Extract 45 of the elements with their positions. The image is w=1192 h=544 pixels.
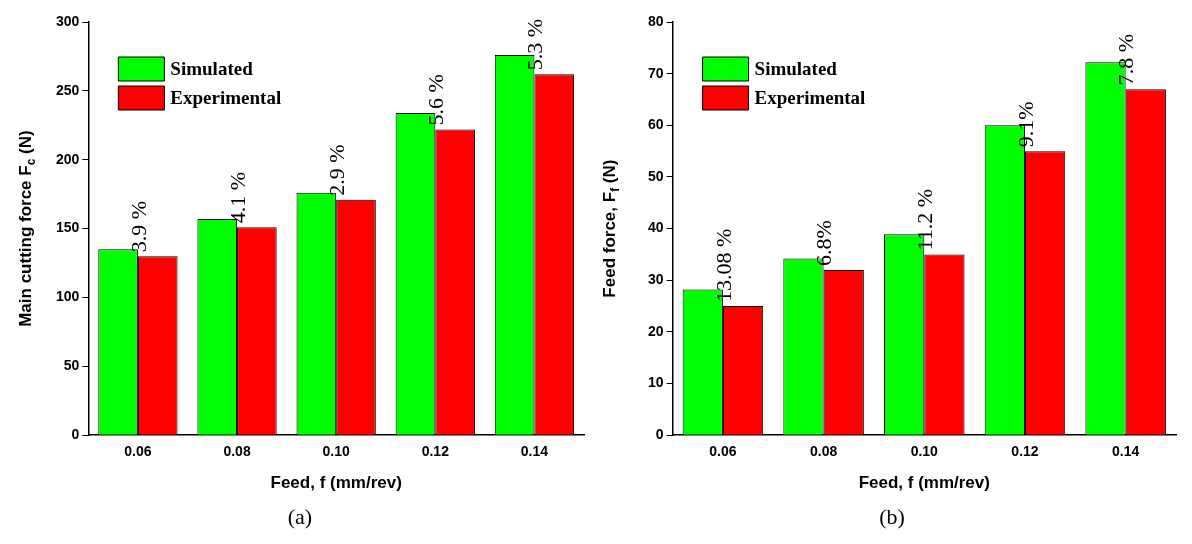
y-tick-label: 250 <box>56 81 80 98</box>
annotation: 11.2 % <box>912 188 938 251</box>
annotation: 5.3 % <box>522 19 548 71</box>
y-tick-label: 40 <box>647 219 664 236</box>
y-tick-label: 20 <box>647 322 664 339</box>
y-tick-label: 10 <box>647 374 664 391</box>
y-tick-label: 80 <box>647 12 664 29</box>
annotation: 2.9 % <box>323 144 349 196</box>
x-axis-title: Feed, f (mm/rev) <box>270 472 402 492</box>
annotation: 6.8% <box>811 220 837 266</box>
x-tick-label: 0.14 <box>1112 443 1140 460</box>
y-tick-label: 30 <box>647 271 664 288</box>
legend-label: Experimental <box>170 86 282 108</box>
annotation: 3.9 % <box>125 200 151 253</box>
text: (b) <box>878 504 906 530</box>
legend-label: Simulated <box>170 57 254 79</box>
annotation: 13.08 % <box>710 228 736 303</box>
annotation: 7.8 % <box>1113 33 1139 86</box>
x-tick-label: 0.12 <box>1011 443 1039 460</box>
x-tick-label: 0.06 <box>709 443 737 460</box>
y-tick-label: 200 <box>56 150 80 167</box>
x-tick-label: 0.10 <box>322 443 351 460</box>
x-tick-label: 0.08 <box>223 443 251 460</box>
y-tick-label: 150 <box>56 219 80 236</box>
x-tick-label: 0.10 <box>910 443 939 460</box>
annotation: 5.6 % <box>423 74 449 126</box>
y-tick-label: 60 <box>647 116 664 133</box>
x-tick-label: 0.06 <box>124 443 152 460</box>
text: (a) <box>286 504 314 530</box>
legend-label: Experimental <box>754 86 866 108</box>
x-tick-label: 0.12 <box>421 443 450 460</box>
y-tick-label: 0 <box>71 426 80 443</box>
y-tick-label: 300 <box>56 12 80 29</box>
legend-label: Simulated <box>754 57 838 79</box>
y-tick-label: 70 <box>647 64 664 81</box>
y-tick-label: 0 <box>655 426 664 443</box>
y-tick-label: 50 <box>647 167 664 184</box>
y-tick-label: 100 <box>56 288 80 305</box>
x-tick-label: 0.08 <box>809 443 838 460</box>
annotation: 9.1% <box>1012 101 1038 148</box>
annotation: 4.1 % <box>224 171 250 224</box>
x-tick-label: 0.14 <box>520 443 549 460</box>
x-axis-title: Feed, f (mm/rev) <box>858 472 990 492</box>
y-axis-title: Main cutting force Fc (N) <box>16 130 38 327</box>
y-tick-label: 50 <box>63 357 80 374</box>
